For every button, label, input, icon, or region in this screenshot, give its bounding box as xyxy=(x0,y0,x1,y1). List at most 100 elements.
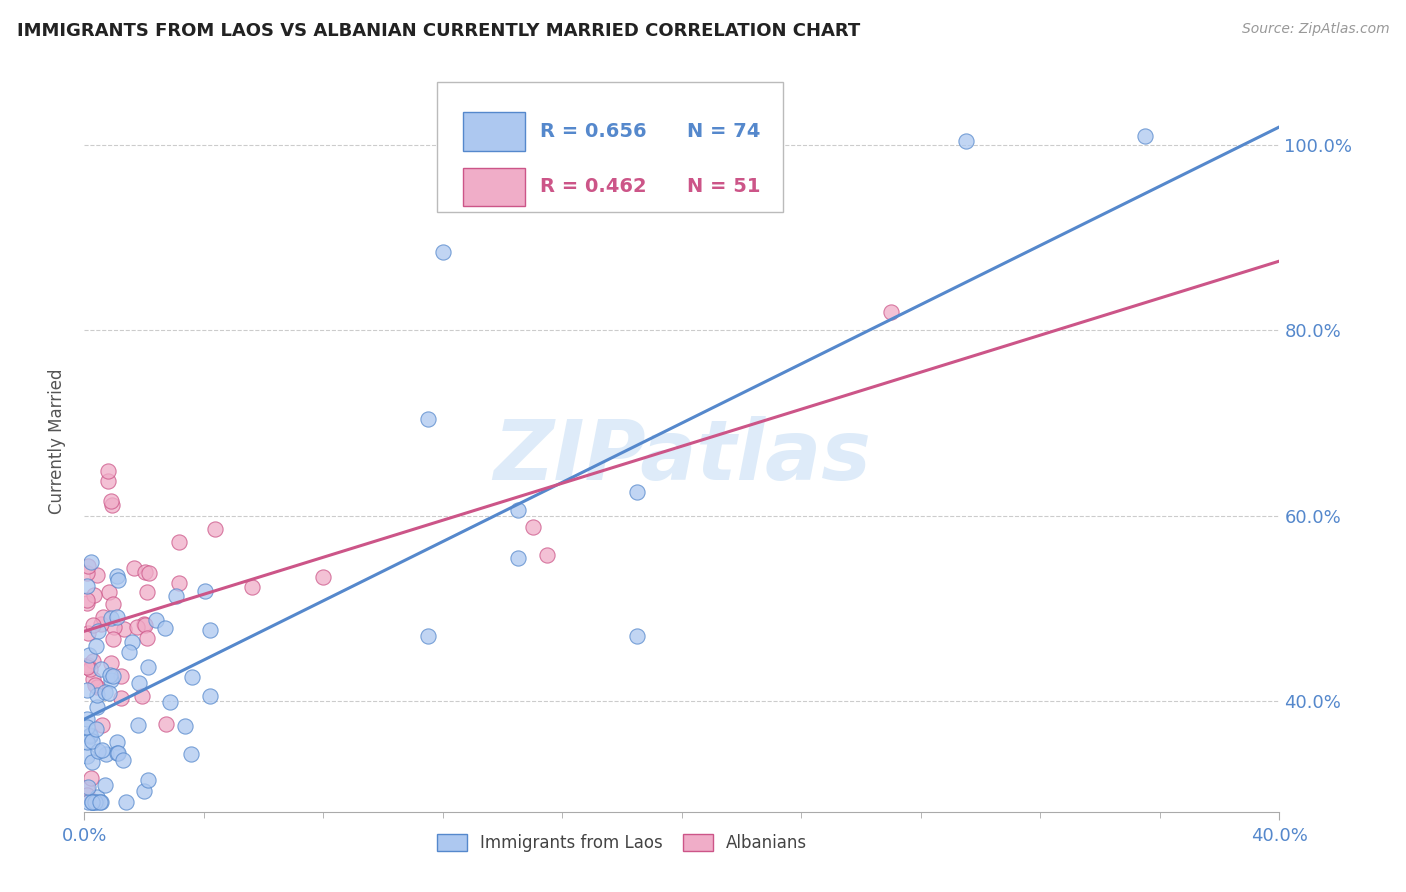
Point xyxy=(79,662,101,676)
Point xyxy=(955,134,977,148)
Point xyxy=(110,690,132,705)
Point xyxy=(536,549,558,563)
Point xyxy=(416,629,439,643)
Point xyxy=(76,712,98,726)
Point xyxy=(76,749,98,764)
Point xyxy=(105,610,128,624)
Point xyxy=(76,781,98,796)
Point xyxy=(97,464,120,478)
Point xyxy=(79,728,101,742)
Point xyxy=(76,579,98,593)
Point xyxy=(204,523,226,537)
Point xyxy=(312,570,335,584)
Point xyxy=(97,474,120,488)
Point xyxy=(240,580,263,594)
Point xyxy=(138,660,160,674)
Point xyxy=(626,485,648,500)
Point xyxy=(432,244,454,259)
Point xyxy=(626,629,648,643)
Text: ZIPatlas: ZIPatlas xyxy=(494,416,870,497)
Point xyxy=(131,689,153,703)
Point xyxy=(103,597,125,611)
Point xyxy=(86,790,108,805)
Point xyxy=(1133,129,1156,144)
Point xyxy=(93,610,115,624)
Point xyxy=(76,660,98,674)
Point xyxy=(134,618,156,632)
Point xyxy=(86,680,108,694)
Point xyxy=(100,611,122,625)
Point xyxy=(90,796,112,810)
Y-axis label: Currently Married: Currently Married xyxy=(48,368,66,515)
Point xyxy=(76,735,98,749)
Point xyxy=(132,616,155,631)
Point xyxy=(134,565,156,579)
Point xyxy=(167,535,190,549)
Point xyxy=(76,593,98,607)
Text: R = 0.656: R = 0.656 xyxy=(540,122,647,141)
Text: N = 51: N = 51 xyxy=(686,178,761,196)
Point xyxy=(84,722,107,736)
Point xyxy=(107,574,129,588)
Point xyxy=(506,551,529,566)
Point xyxy=(77,657,100,672)
Point xyxy=(86,796,108,810)
Point xyxy=(76,683,98,698)
Point xyxy=(112,622,135,636)
Text: IMMIGRANTS FROM LAOS VS ALBANIAN CURRENTLY MARRIED CORRELATION CHART: IMMIGRANTS FROM LAOS VS ALBANIAN CURRENT… xyxy=(17,22,860,40)
Point xyxy=(165,590,187,604)
Point xyxy=(121,635,143,649)
Point xyxy=(80,555,103,569)
Point xyxy=(125,619,148,633)
Point xyxy=(138,566,160,580)
Point xyxy=(91,743,114,757)
Point xyxy=(136,631,159,645)
Point xyxy=(76,566,98,580)
Point xyxy=(506,503,529,517)
Point xyxy=(97,686,120,700)
Point xyxy=(80,796,103,810)
Point xyxy=(132,784,155,798)
Point xyxy=(86,700,108,714)
Point xyxy=(77,648,100,663)
Point xyxy=(87,624,110,638)
FancyBboxPatch shape xyxy=(463,168,526,206)
Point xyxy=(77,796,100,810)
Point xyxy=(97,585,120,599)
Point xyxy=(76,788,98,802)
Point xyxy=(86,689,108,703)
Point xyxy=(198,623,221,637)
Point xyxy=(76,720,98,734)
Point xyxy=(89,796,111,810)
Point xyxy=(77,626,100,640)
Point xyxy=(880,305,903,319)
Point xyxy=(105,569,128,583)
Legend: Immigrants from Laos, Albanians: Immigrants from Laos, Albanians xyxy=(430,828,814,859)
Point xyxy=(82,734,104,748)
Point xyxy=(159,695,181,709)
Point xyxy=(91,718,114,732)
Text: N = 74: N = 74 xyxy=(686,122,761,141)
Point xyxy=(76,596,98,610)
Point xyxy=(98,668,121,682)
Point xyxy=(77,558,100,573)
Point xyxy=(93,778,115,792)
Point xyxy=(155,717,177,731)
Point xyxy=(79,729,101,743)
Point xyxy=(103,620,125,634)
Point xyxy=(79,729,101,743)
Point xyxy=(136,772,159,787)
Point xyxy=(100,673,122,687)
Point xyxy=(80,756,103,770)
Point xyxy=(128,675,150,690)
Point xyxy=(145,613,167,627)
Point xyxy=(114,796,136,810)
Point xyxy=(76,780,98,795)
Point xyxy=(90,617,112,632)
Point xyxy=(127,717,149,731)
Point xyxy=(84,796,107,810)
Point xyxy=(181,670,204,684)
Point xyxy=(136,585,159,599)
Point xyxy=(84,639,107,653)
Point xyxy=(107,746,129,760)
